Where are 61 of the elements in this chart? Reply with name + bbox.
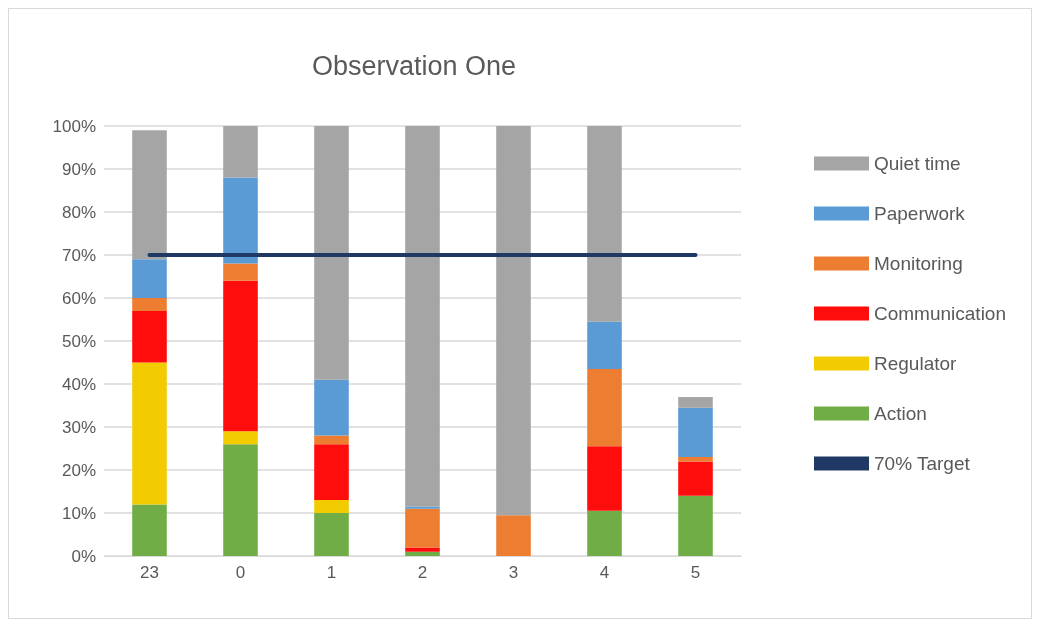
bar [496, 515, 531, 556]
x-tick-label: 23 [140, 563, 159, 582]
bar [223, 444, 258, 556]
bar [132, 362, 167, 505]
bar [678, 457, 713, 462]
y-tick-label: 10% [61, 503, 96, 523]
legend-label: Paperwork [874, 203, 966, 224]
y-tick-label: 100% [52, 116, 96, 136]
y-tick-label: 40% [61, 374, 96, 394]
bar [587, 510, 622, 556]
legend-label: 70% Target [874, 453, 971, 474]
y-tick-label: 30% [61, 417, 96, 437]
y-tick-label: 50% [61, 331, 96, 351]
legend-label: Communication [874, 303, 1006, 324]
bar [496, 126, 531, 516]
chart-title: Observation One [311, 50, 517, 81]
x-tick-label: 4 [599, 563, 610, 582]
bar [678, 495, 713, 556]
bar [314, 126, 349, 380]
y-tick-label: 70% [61, 245, 96, 265]
x-tick-label: 5 [690, 563, 701, 582]
x-tick-label: 0 [235, 563, 246, 582]
y-tick-label: 80% [61, 202, 96, 222]
bar [314, 500, 349, 513]
bar [132, 310, 167, 363]
bar [678, 461, 713, 496]
legend-label: Monitoring [874, 253, 963, 274]
bar [587, 446, 622, 511]
bar [587, 126, 622, 322]
bar [223, 431, 258, 445]
y-tick-label: 0% [71, 546, 96, 566]
bar [405, 508, 440, 548]
bar [405, 506, 440, 509]
y-tick-label: 60% [61, 288, 96, 308]
bar [678, 396, 713, 408]
x-tick-label: 2 [417, 563, 428, 582]
x-tick-label: 3 [508, 563, 519, 582]
bar [223, 126, 258, 178]
bar [223, 177, 258, 264]
bar [587, 321, 622, 369]
y-tick-label: 90% [61, 159, 96, 179]
x-tick-label: 1 [326, 563, 337, 582]
bar [223, 280, 258, 432]
bar [405, 126, 440, 507]
bar [678, 407, 713, 458]
bar [587, 368, 622, 447]
legend-label: Regulator [874, 353, 958, 374]
legend-label: Quiet time [874, 153, 961, 174]
bar [405, 551, 440, 556]
bar [314, 444, 349, 501]
bar [314, 435, 349, 445]
bar [223, 263, 258, 281]
bar [132, 259, 167, 298]
y-tick-label: 20% [61, 460, 96, 480]
legend-label: Action [874, 403, 927, 424]
bar [314, 379, 349, 436]
bar [132, 504, 167, 556]
bar [132, 130, 167, 260]
bar [405, 547, 440, 552]
bar [132, 298, 167, 311]
bar [314, 513, 349, 556]
